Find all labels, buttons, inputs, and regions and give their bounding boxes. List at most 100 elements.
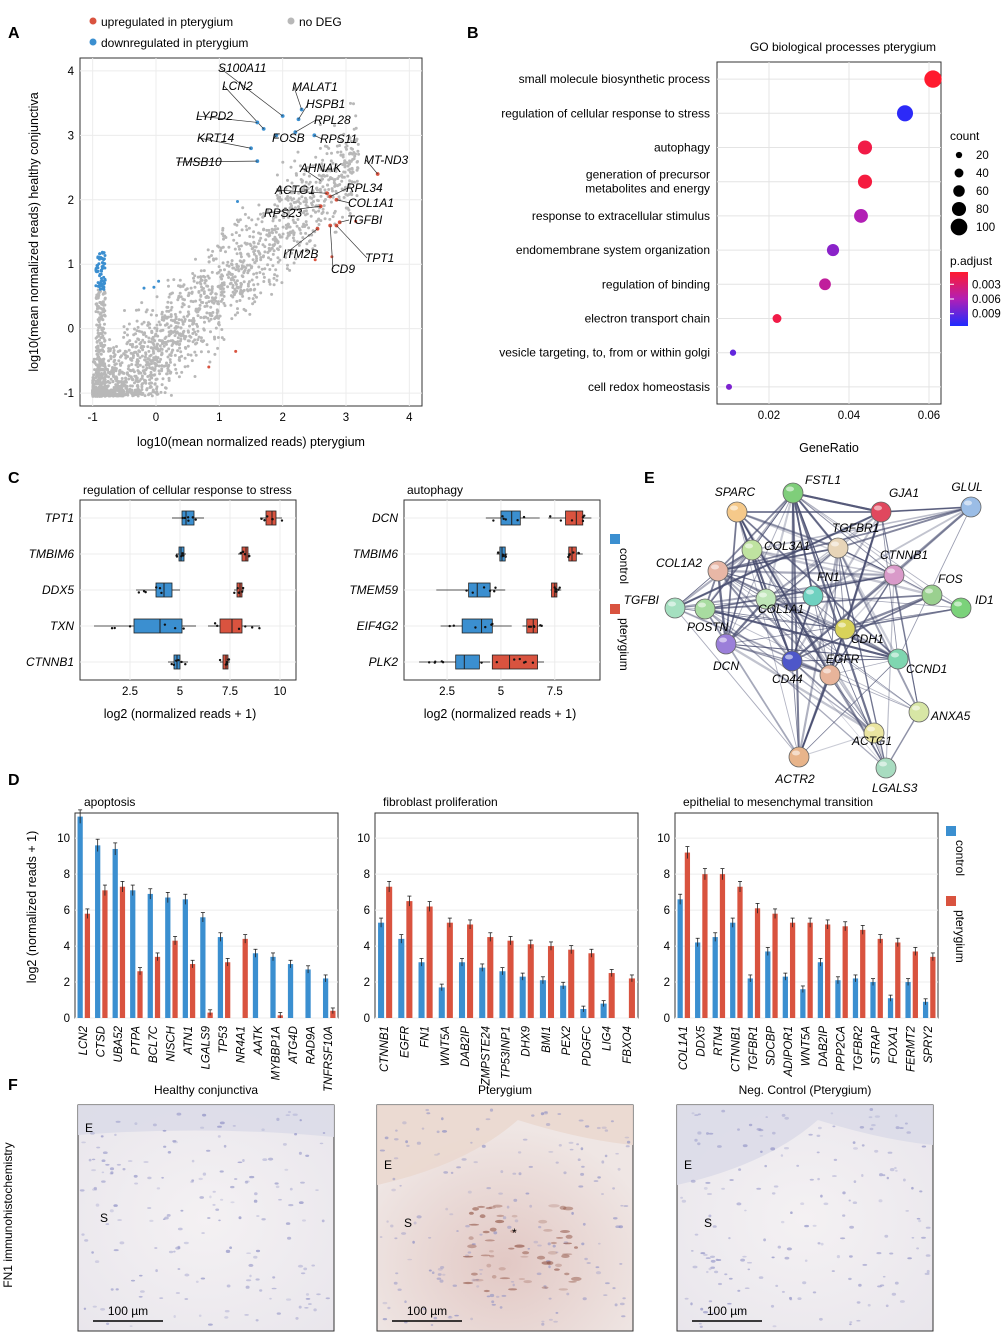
scatter-point-nodeg bbox=[302, 222, 306, 226]
ihc-nucleus bbox=[393, 1157, 399, 1160]
scatter-point-nodeg bbox=[150, 359, 154, 363]
scatter-point-nodeg bbox=[205, 301, 208, 305]
scatter-point-nodeg bbox=[151, 341, 155, 345]
scatter-point-nodeg bbox=[345, 206, 349, 210]
scatter-point-nodeg bbox=[181, 302, 185, 306]
ihc-nucleus bbox=[889, 1168, 895, 1172]
scatter-point-nodeg bbox=[216, 300, 220, 304]
ihc-nucleus bbox=[184, 1273, 190, 1277]
ihc-nucleus bbox=[848, 1199, 851, 1202]
scatter-point-nodeg bbox=[195, 341, 199, 345]
scatter-point-nodeg bbox=[127, 377, 131, 381]
gene-label-connector bbox=[339, 219, 350, 223]
scatter-point-nodeg bbox=[95, 394, 99, 398]
gene-label-connector bbox=[219, 67, 283, 117]
category-label: AATK bbox=[253, 1025, 265, 1057]
network-edge bbox=[844, 511, 882, 630]
ihc-stain bbox=[511, 1214, 518, 1218]
ihc-nucleus bbox=[156, 1187, 161, 1190]
ihc-nucleus bbox=[620, 1204, 624, 1207]
bar-control bbox=[77, 816, 83, 1018]
scatter-point-nodeg bbox=[151, 347, 155, 351]
scatter-point-nodeg bbox=[124, 376, 128, 380]
labeled-gene-point bbox=[337, 220, 342, 225]
scatter-point-nodeg bbox=[156, 334, 160, 338]
scatter-point-nodeg bbox=[155, 364, 159, 367]
scatter-point-nodeg bbox=[95, 374, 99, 378]
go-term-line-1: generation of precursor bbox=[586, 168, 710, 182]
scatter-point-nodeg bbox=[149, 392, 153, 396]
scatter-point-nodeg bbox=[94, 310, 98, 314]
box-point bbox=[241, 550, 245, 554]
scatter-point-nodeg bbox=[216, 244, 220, 248]
scatter-point-nodeg bbox=[241, 294, 245, 298]
ihc-nucleus bbox=[618, 1225, 623, 1229]
box-point bbox=[128, 625, 132, 628]
scatter-point-nodeg bbox=[284, 197, 288, 201]
scatter-point-nodeg bbox=[120, 361, 124, 365]
scatter-point-nodeg bbox=[265, 228, 269, 232]
scatter-point-nodeg bbox=[272, 249, 276, 253]
ihc-nucleus bbox=[173, 1315, 176, 1318]
ihc-nucleus bbox=[569, 1148, 574, 1151]
scatter-point-nodeg bbox=[99, 344, 103, 348]
scatter-point-nodeg bbox=[245, 228, 249, 232]
ihc-nucleus bbox=[115, 1120, 121, 1123]
network-edge bbox=[725, 642, 875, 735]
scatter-point-nodeg bbox=[304, 180, 308, 184]
ihc-nucleus bbox=[276, 1312, 281, 1315]
scatter-point-nodeg bbox=[145, 388, 149, 392]
scatter-point-nodeg bbox=[120, 377, 124, 380]
scatter-point-nodeg bbox=[286, 263, 289, 267]
scatter-point-nodeg bbox=[141, 348, 145, 352]
go-term-label: response to extracellular stimulus bbox=[532, 209, 710, 223]
scatter-point-up bbox=[354, 219, 358, 223]
box-point bbox=[237, 627, 241, 631]
scatter-point-nodeg bbox=[238, 234, 241, 237]
network-node-id1 bbox=[950, 597, 972, 619]
scatter-point-nodeg bbox=[171, 348, 175, 352]
network-node-highlight bbox=[806, 589, 814, 595]
ihc-nucleus bbox=[91, 1158, 96, 1161]
scatter-point-nodeg bbox=[266, 263, 270, 267]
ihc-nucleus bbox=[304, 1307, 309, 1309]
ihc-nucleus bbox=[305, 1298, 311, 1300]
category-label: TGFBR2 bbox=[853, 1025, 865, 1071]
ihc-nucleus bbox=[541, 1320, 545, 1323]
network-edge bbox=[751, 549, 895, 576]
scatter-point-nodeg bbox=[347, 137, 351, 140]
scatter-point-nodeg bbox=[330, 151, 333, 155]
bar-pterygium bbox=[860, 929, 866, 1018]
ihc-nucleus bbox=[921, 1145, 927, 1148]
bar-d2-title: fibroblast proliferation bbox=[383, 795, 498, 809]
scatter-point-nodeg bbox=[313, 230, 317, 234]
bar-control bbox=[438, 987, 445, 1018]
ihc-nucleus bbox=[84, 1239, 89, 1242]
network-node-highlight bbox=[785, 654, 793, 660]
box-pterygium bbox=[526, 618, 538, 634]
box-point bbox=[568, 553, 571, 556]
bar-frame bbox=[74, 812, 339, 1019]
scatter-point-nodeg bbox=[251, 302, 255, 306]
scatter-point-nodeg bbox=[267, 256, 270, 260]
gene-label-connector bbox=[336, 225, 368, 259]
ihc-nucleus bbox=[626, 1140, 631, 1144]
y-tick-label: 3 bbox=[68, 130, 74, 142]
ihc-nucleus bbox=[812, 1224, 817, 1227]
ihc-stain bbox=[561, 1254, 570, 1258]
scatter-point-nodeg bbox=[167, 347, 171, 351]
scatter-point-nodeg bbox=[215, 308, 219, 312]
scatter-point-nodeg bbox=[184, 335, 188, 338]
scatter-point-nodeg bbox=[328, 169, 332, 173]
scatter-point-nodeg bbox=[166, 364, 170, 368]
ihc-stain bbox=[482, 1230, 490, 1234]
box-point bbox=[181, 552, 184, 555]
scatter-point-nodeg bbox=[304, 203, 308, 207]
panel-d: log2 (normalized reads + 1) apoptosis fi… bbox=[25, 795, 967, 1092]
ihc-stain bbox=[462, 1281, 474, 1285]
scatter-point-nodeg bbox=[176, 331, 179, 335]
bar-pterygium bbox=[330, 1010, 336, 1018]
scatter-point-nodeg bbox=[193, 330, 197, 334]
scatter-point-nodeg bbox=[100, 341, 103, 345]
scatter-point-nodeg bbox=[260, 267, 264, 271]
